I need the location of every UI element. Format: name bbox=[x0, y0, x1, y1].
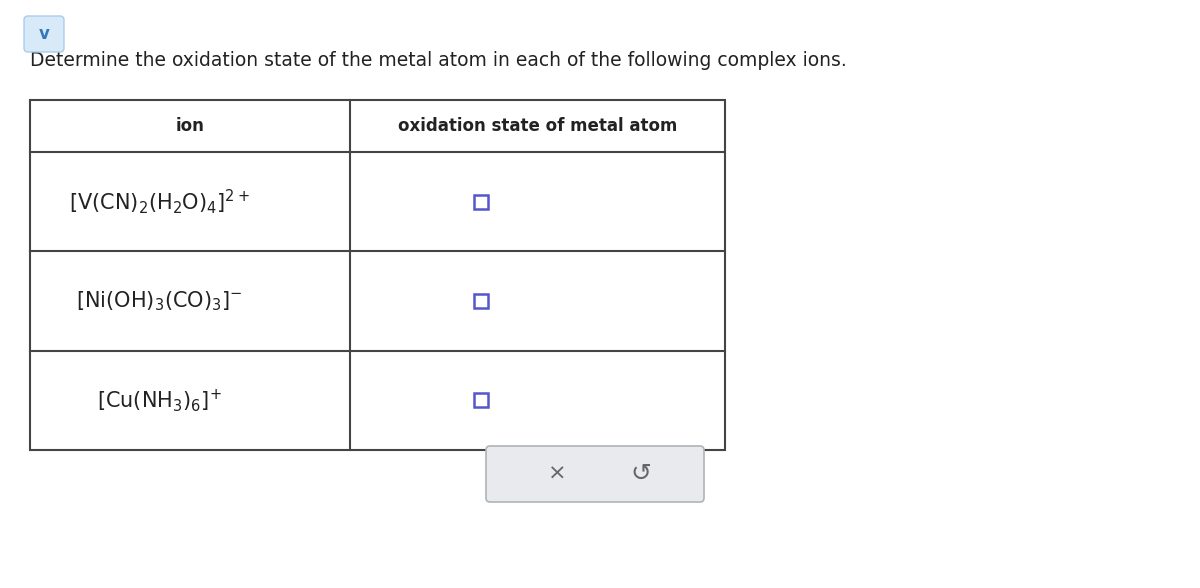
FancyBboxPatch shape bbox=[486, 446, 704, 502]
Bar bbox=[30, 100, 725, 450]
Bar bbox=[474, 393, 488, 407]
Text: $\left[\mathrm{V(CN)_2(H_2O)_4}\right]^{2+}$: $\left[\mathrm{V(CN)_2(H_2O)_4}\right]^{… bbox=[70, 187, 250, 216]
Text: ×: × bbox=[548, 464, 566, 484]
Text: oxidation state of metal atom: oxidation state of metal atom bbox=[398, 117, 677, 135]
Text: ion: ion bbox=[175, 117, 204, 135]
Text: Determine the oxidation state of the metal atom in each of the following complex: Determine the oxidation state of the met… bbox=[30, 51, 847, 69]
Text: $\left[\mathrm{Ni(OH)_3(CO)_3}\right]^{-}$: $\left[\mathrm{Ni(OH)_3(CO)_3}\right]^{-… bbox=[77, 289, 242, 313]
FancyBboxPatch shape bbox=[24, 16, 64, 52]
Text: v: v bbox=[38, 25, 49, 43]
Bar bbox=[474, 195, 488, 209]
Bar bbox=[474, 294, 488, 308]
Text: ↺: ↺ bbox=[631, 462, 652, 486]
Text: $\left[\mathrm{Cu\left(NH_3\right)_6}\right]^{+}$: $\left[\mathrm{Cu\left(NH_3\right)_6}\ri… bbox=[97, 387, 222, 414]
